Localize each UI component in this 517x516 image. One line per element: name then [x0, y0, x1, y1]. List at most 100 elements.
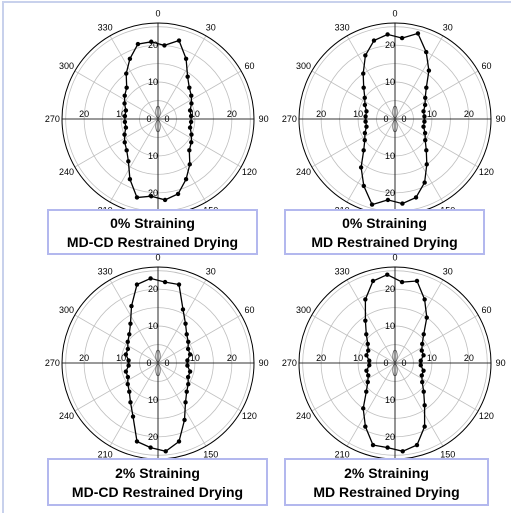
angle-label: 90	[259, 358, 269, 368]
caption-3: 2% Straining MD-CD Restrained Drying	[47, 458, 268, 506]
angle-label: 210	[98, 449, 113, 459]
center-petal	[155, 349, 161, 363]
data-point	[361, 71, 366, 76]
data-point	[421, 332, 426, 337]
angle-label: 30	[443, 23, 453, 33]
data-point	[124, 148, 129, 153]
data-point	[188, 113, 194, 119]
data-point	[385, 32, 390, 37]
data-point	[124, 85, 129, 90]
origin-label: 0	[383, 358, 388, 368]
grid-spoke	[109, 362, 159, 447]
data-point	[421, 124, 426, 129]
radial-tick-label: 20	[79, 353, 89, 363]
data-point	[420, 379, 425, 385]
data-point	[400, 449, 405, 454]
grid-spoke	[311, 70, 396, 120]
grid-spoke	[74, 362, 159, 412]
caption-4-line-1: 2% Straining	[344, 465, 429, 481]
data-point	[184, 389, 189, 394]
data-point	[414, 442, 420, 448]
radial-tick-label: 20	[148, 40, 158, 50]
angle-label: 30	[206, 267, 216, 277]
angle-label: 60	[244, 305, 254, 315]
angle-label: 120	[479, 411, 494, 421]
data-point	[422, 119, 427, 124]
angle-label: 210	[335, 449, 350, 459]
grid-spoke	[394, 279, 444, 364]
data-point	[424, 315, 429, 320]
radial-tick-label: 20	[385, 284, 395, 294]
grid-spoke	[311, 362, 396, 412]
angle-label: 120	[242, 411, 257, 421]
data-point	[423, 137, 428, 143]
caption-1-line-1: 0% Straining	[110, 215, 195, 231]
data-point	[182, 417, 187, 423]
data-point	[385, 272, 390, 277]
data-point	[363, 424, 368, 429]
polar-plot-3: 0306090120150180210240270300330101010102…	[45, 252, 269, 473]
data-point	[367, 358, 372, 363]
data-point	[365, 379, 370, 385]
radial-tick-label: 10	[116, 353, 126, 363]
radial-tick-label: 10	[190, 353, 200, 363]
data-point	[385, 445, 390, 450]
data-point	[362, 102, 368, 108]
radial-tick-label: 10	[353, 109, 363, 119]
data-point	[127, 56, 133, 61]
data-point	[189, 132, 194, 137]
caption-4: 2% Straining MD Restrained Drying	[284, 458, 489, 506]
data-point	[370, 278, 376, 284]
radial-tick-label: 10	[148, 151, 158, 161]
caption-1: 0% Straining MD-CD Restrained Drying	[47, 209, 258, 255]
radial-tick-label: 20	[79, 109, 89, 119]
data-point	[424, 49, 429, 55]
grid-spoke	[109, 35, 159, 120]
data-point	[126, 159, 131, 164]
data-point	[364, 124, 369, 129]
data-point	[126, 363, 131, 368]
origin-label: 0	[401, 358, 406, 368]
data-point	[148, 445, 153, 450]
origin-label: 0	[164, 114, 169, 124]
data-point	[363, 318, 368, 323]
radial-tick-label: 20	[464, 353, 474, 363]
data-point	[148, 276, 153, 281]
data-point	[189, 101, 194, 106]
data-point	[418, 358, 423, 363]
angle-label: 240	[59, 411, 74, 421]
radial-tick-label: 10	[148, 321, 158, 331]
grid-spoke	[394, 70, 479, 120]
data-point	[364, 109, 369, 114]
data-point	[419, 348, 424, 353]
data-point	[418, 363, 423, 368]
grid-spoke	[157, 118, 242, 168]
data-point	[128, 321, 133, 326]
data-point	[125, 339, 130, 345]
angle-label: 0	[155, 8, 160, 18]
polar-plot-4: 0306090120150180210240270300330101010102…	[282, 252, 506, 473]
data-point	[122, 113, 128, 119]
data-point	[400, 201, 405, 206]
data-point	[422, 114, 427, 119]
radial-tick-label: 20	[148, 188, 158, 198]
grid-spoke	[157, 314, 242, 364]
angle-label: 150	[440, 449, 455, 459]
data-point	[385, 197, 391, 203]
angle-label: 270	[45, 114, 60, 124]
angle-label: 300	[296, 305, 311, 315]
data-point	[187, 85, 192, 90]
data-point	[363, 297, 368, 302]
angle-label: 300	[59, 61, 74, 71]
data-point	[189, 93, 194, 98]
angle-label: 30	[443, 267, 453, 277]
radial-tick-label: 20	[316, 353, 326, 363]
data-point	[149, 194, 154, 199]
data-point	[362, 130, 368, 136]
data-point	[130, 414, 136, 419]
data-point	[426, 68, 432, 73]
angle-label: 120	[479, 167, 494, 177]
data-point	[422, 180, 427, 185]
grid-spoke	[394, 35, 444, 120]
data-point	[180, 307, 186, 312]
